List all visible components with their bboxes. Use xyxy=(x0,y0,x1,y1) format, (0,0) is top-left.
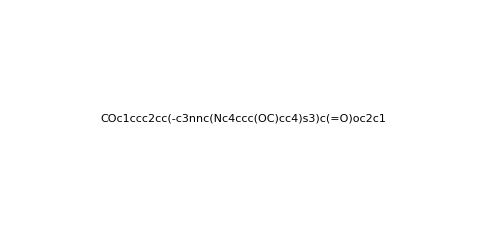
Text: COc1ccc2cc(-c3nnc(Nc4ccc(OC)cc4)s3)c(=O)oc2c1: COc1ccc2cc(-c3nnc(Nc4ccc(OC)cc4)s3)c(=O)… xyxy=(100,114,386,123)
